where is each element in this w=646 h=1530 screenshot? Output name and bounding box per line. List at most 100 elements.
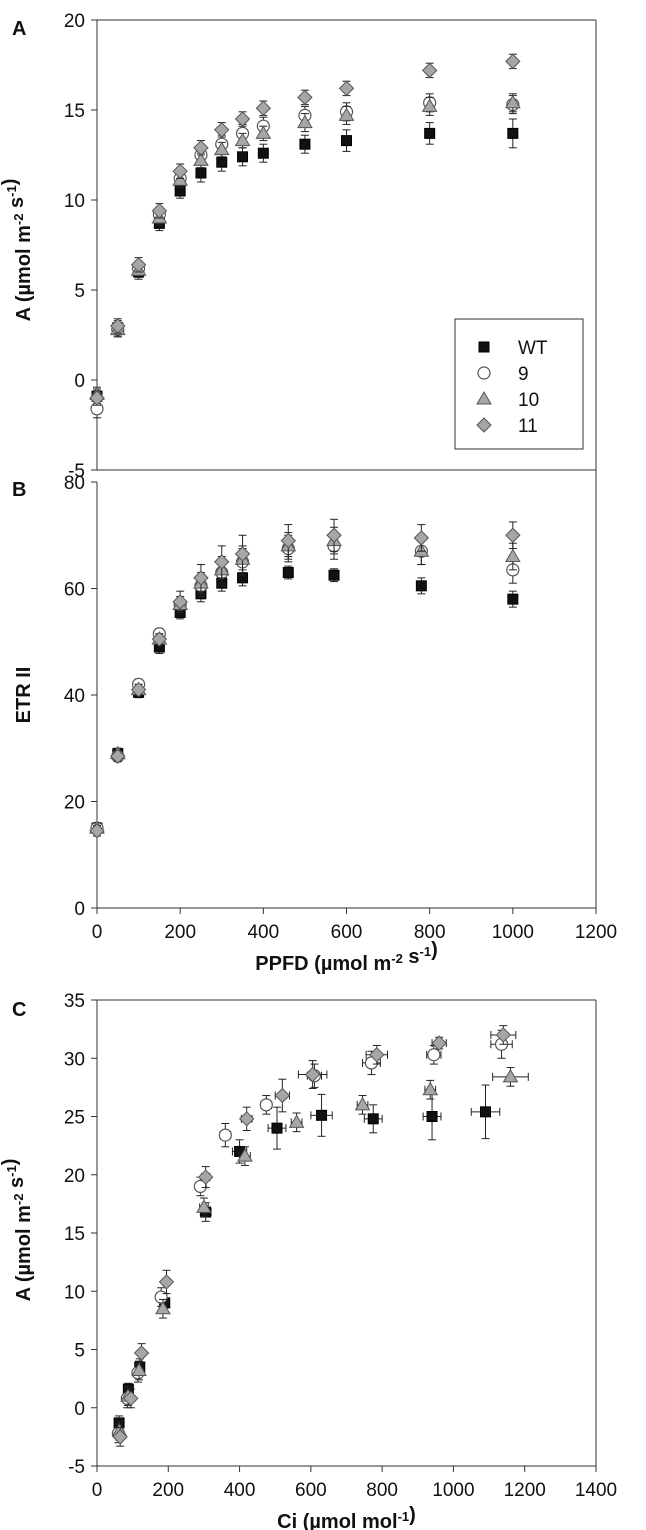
x-tick-label: 400 bbox=[247, 922, 279, 943]
panel-label: C bbox=[12, 999, 26, 1021]
legend-marker-9 bbox=[477, 366, 491, 380]
point-11 bbox=[505, 527, 521, 543]
point-10 bbox=[504, 94, 521, 109]
point-11 bbox=[214, 554, 230, 570]
point-10 bbox=[422, 1081, 439, 1096]
point-11 bbox=[198, 1169, 214, 1185]
point-11 bbox=[304, 1066, 321, 1083]
x-tick-label: 1000 bbox=[492, 922, 534, 943]
point-10 bbox=[193, 152, 209, 166]
point-10 bbox=[354, 1096, 371, 1111]
legend-label-10: 10 bbox=[518, 390, 539, 411]
point-11 bbox=[112, 1429, 128, 1445]
point-10 bbox=[502, 1068, 519, 1083]
point-WT bbox=[271, 1122, 283, 1134]
point-11 bbox=[133, 1345, 150, 1361]
point-11 bbox=[130, 681, 147, 698]
point-WT bbox=[299, 138, 311, 150]
legend-label-WT: WT bbox=[518, 338, 548, 359]
point-9 bbox=[154, 1290, 168, 1304]
point-9 bbox=[218, 1128, 232, 1142]
panel-label: B bbox=[12, 479, 26, 501]
x-axis-label: PPFD (µmol m-2 s-1) bbox=[255, 939, 437, 975]
point-11 bbox=[193, 570, 209, 586]
point-10 bbox=[504, 548, 521, 563]
y-tick-label: 25 bbox=[64, 1108, 85, 1129]
panel-label: A bbox=[12, 18, 26, 40]
y-tick-label: 20 bbox=[64, 11, 85, 32]
y-tick-label: 30 bbox=[64, 1049, 85, 1070]
y-tick-label: -5 bbox=[68, 1457, 85, 1478]
y-tick-label: -5 bbox=[68, 461, 85, 482]
point-9 bbox=[193, 1179, 207, 1194]
point-WT bbox=[367, 1113, 379, 1125]
point-11 bbox=[280, 532, 296, 549]
y-tick-label: 0 bbox=[74, 371, 85, 392]
point-10 bbox=[131, 1362, 147, 1376]
y-tick-label: 20 bbox=[64, 793, 85, 814]
y-tick-label: 20 bbox=[64, 1166, 85, 1187]
legend: WT 9 10 11 bbox=[454, 318, 584, 450]
x-tick-label: 0 bbox=[92, 1480, 103, 1501]
point-11 bbox=[110, 318, 126, 334]
y-tick-label: 5 bbox=[74, 1341, 85, 1362]
point-11 bbox=[123, 1390, 139, 1407]
point-WT bbox=[257, 147, 269, 159]
legend-label-9: 9 bbox=[518, 364, 529, 385]
point-11 bbox=[158, 1274, 175, 1290]
point-WT bbox=[328, 569, 340, 581]
point-11 bbox=[421, 62, 438, 79]
point-11 bbox=[431, 1035, 447, 1051]
point-10 bbox=[255, 125, 272, 139]
point-10 bbox=[297, 114, 313, 129]
point-10 bbox=[213, 141, 230, 156]
y-tick-label: 10 bbox=[64, 191, 85, 212]
y-tick-label: 60 bbox=[64, 580, 85, 601]
point-10 bbox=[155, 1300, 171, 1315]
point-11 bbox=[234, 546, 251, 562]
point-11 bbox=[151, 203, 168, 219]
y-tick-label: 0 bbox=[74, 899, 85, 920]
x-tick-label: 600 bbox=[295, 1480, 327, 1501]
y-axis-label: A (µmol m-2 s-1) bbox=[0, 179, 35, 322]
y-tick-label: 10 bbox=[64, 1282, 85, 1303]
y-tick-label: 15 bbox=[64, 1224, 85, 1245]
point-10 bbox=[338, 107, 355, 121]
point-10 bbox=[288, 1114, 305, 1128]
point-WT bbox=[282, 567, 294, 579]
point-11 bbox=[369, 1047, 385, 1063]
legend-marker-10 bbox=[476, 391, 492, 405]
x-tick-label: 200 bbox=[152, 1480, 184, 1501]
point-11 bbox=[338, 80, 355, 97]
y-axis-label: ETR II bbox=[13, 667, 35, 724]
x-tick-label: 800 bbox=[366, 1480, 398, 1501]
point-10 bbox=[237, 1148, 253, 1162]
point-11 bbox=[214, 122, 230, 138]
y-tick-label: 35 bbox=[64, 991, 85, 1012]
point-11 bbox=[413, 530, 430, 546]
point-10 bbox=[196, 1199, 212, 1213]
y-tick-label: 40 bbox=[64, 686, 85, 707]
point-11 bbox=[89, 823, 105, 839]
point-WT bbox=[195, 167, 207, 179]
point-11 bbox=[234, 111, 251, 127]
point-WT bbox=[237, 151, 249, 163]
point-11 bbox=[255, 100, 272, 116]
point-11 bbox=[172, 594, 188, 610]
y-axis-label: A (µmol m-2 s-1) bbox=[0, 1159, 35, 1302]
legend-marker-11 bbox=[476, 417, 492, 433]
point-10 bbox=[234, 132, 251, 147]
point-11 bbox=[89, 390, 105, 406]
point-WT bbox=[507, 593, 519, 605]
point-WT bbox=[424, 127, 436, 139]
point-11 bbox=[130, 257, 147, 273]
x-tick-label: 800 bbox=[414, 922, 446, 943]
y-tick-label: 80 bbox=[64, 473, 85, 494]
point-WT bbox=[316, 1109, 328, 1121]
point-WT bbox=[216, 156, 228, 168]
point-11 bbox=[274, 1087, 291, 1104]
legend-marker-WT bbox=[478, 341, 490, 353]
point-11 bbox=[110, 748, 126, 764]
